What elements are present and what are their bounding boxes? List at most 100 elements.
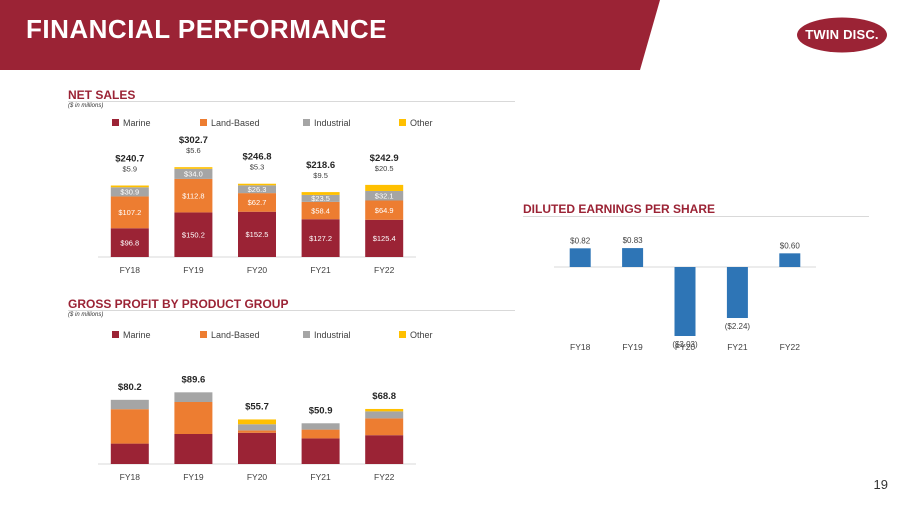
legend-label: Land-Based <box>211 330 260 340</box>
bar-segment-marine-fy19 <box>174 434 213 464</box>
legend-item-marine: Marine <box>112 330 151 340</box>
banner-background <box>0 0 660 70</box>
gross-profit-subtitle: ($ in millions) <box>68 312 104 318</box>
legend-item-other: Other <box>399 330 433 340</box>
bar-segment-land-based-fy22 <box>365 418 404 436</box>
total-label: $242.9 <box>370 153 399 164</box>
data-label: $5.9 <box>122 165 137 174</box>
bar-segment-other-fy20 <box>238 183 276 186</box>
legend-item-other: Other <box>399 118 433 128</box>
total-label: $302.7 <box>179 135 208 146</box>
bar-segment-industrial-fy22 <box>365 411 404 419</box>
legend-label: Marine <box>123 118 151 128</box>
bar-segment-industrial-fy21 <box>301 194 340 202</box>
data-label: $127.2 <box>309 234 332 243</box>
bar-segment-other-fy21 <box>301 192 340 195</box>
total-label: $68.8 <box>372 391 396 402</box>
eps-title: DILUTED EARNINGS PER SHARE <box>523 202 716 216</box>
total-label: $55.7 <box>245 401 269 412</box>
data-label: $0.60 <box>780 241 801 250</box>
bar-segment-industrial-fy19 <box>174 168 213 179</box>
bar-segment-land-based-fy19 <box>174 178 213 213</box>
bar-segment-land-based-fy18 <box>110 196 149 229</box>
data-label: $152.5 <box>246 230 269 239</box>
bar-segment-other-fy20 <box>238 419 276 425</box>
total-label: $50.9 <box>309 405 333 416</box>
x-tick-label: FY21 <box>727 342 748 352</box>
x-tick-label: FY20 <box>247 265 268 275</box>
bar-segment-industrial-fy18 <box>110 399 149 410</box>
bar-segment-industrial-fy22 <box>365 190 404 201</box>
bar-segment-other-fy22 <box>365 408 404 412</box>
total-label: $218.6 <box>306 160 335 171</box>
bar-segment-land-based-fy22 <box>365 200 404 220</box>
legend-swatch <box>112 331 119 338</box>
data-label: $64.9 <box>375 206 394 215</box>
legend-item-industrial: Industrial <box>303 118 351 128</box>
header-banner: FINANCIAL PERFORMANCE TWIN DISC. <box>0 0 900 70</box>
legend-swatch <box>303 119 310 126</box>
legend-item-land-based: Land-Based <box>200 118 260 128</box>
net-sales-subtitle: ($ in millions) <box>68 103 104 109</box>
x-tick-label: FY22 <box>780 342 801 352</box>
data-label: $9.5 <box>313 171 328 180</box>
gross-profit-chart: $80.2 FY18 $89.6 FY19 $55.7 FY20 $50.9 FY21 $68.… <box>98 374 416 482</box>
net-sales-chart: $96.8 $107.2 $30.9 $5.9$240.7 FY18 $150.2 $112… <box>98 135 416 275</box>
eps-bar-fy22 <box>779 253 801 267</box>
bar-segment-industrial-fy18 <box>110 187 149 197</box>
data-label: $62.7 <box>248 198 267 207</box>
bar-segment-land-based-fy21 <box>301 429 340 439</box>
logo-text: TWIN DISC. <box>805 27 879 42</box>
eps-bar-fy20 <box>674 267 696 336</box>
bar-segment-industrial-fy21 <box>301 423 340 430</box>
x-tick-label: FY18 <box>120 265 141 275</box>
x-tick-label: FY21 <box>310 472 331 482</box>
data-label: $125.4 <box>373 234 396 243</box>
legend-item-marine: Marine <box>112 118 151 128</box>
bar-segment-marine-fy20 <box>238 432 276 464</box>
bar-segment-other-fy18 <box>110 185 149 188</box>
eps-bar-fy21 <box>726 267 748 319</box>
legend-item-industrial: Industrial <box>303 330 351 340</box>
x-tick-label: FY19 <box>622 342 643 352</box>
x-tick-label: FY18 <box>570 342 591 352</box>
data-label: $5.6 <box>186 146 201 155</box>
legend-swatch <box>200 331 207 338</box>
bar-segment-marine-fy22 <box>365 219 404 257</box>
total-label: $240.7 <box>115 154 144 165</box>
legend-label: Other <box>410 118 433 128</box>
net-sales-legend: Marine Land-Based Industrial Other <box>112 118 472 130</box>
legend-swatch <box>399 331 406 338</box>
legend-swatch <box>399 119 406 126</box>
data-label: $23.5 <box>311 194 330 203</box>
bar-segment-land-based-fy19 <box>174 402 213 434</box>
x-tick-label: FY20 <box>675 342 696 352</box>
legend-label: Industrial <box>314 118 351 128</box>
data-label: $5.3 <box>250 163 265 172</box>
bar-segment-other-fy19 <box>174 167 213 169</box>
legend-item-land-based: Land-Based <box>200 330 260 340</box>
eps-bar-fy18 <box>569 248 591 267</box>
bar-segment-marine-fy19 <box>174 212 213 257</box>
data-label: $30.9 <box>120 188 139 197</box>
x-tick-label: FY22 <box>374 265 395 275</box>
x-tick-label: FY22 <box>374 472 395 482</box>
data-label: $34.0 <box>184 170 203 179</box>
eps-divider <box>523 216 869 217</box>
bar-segment-land-based-fy18 <box>110 409 149 444</box>
bar-segment-other-fy22 <box>365 184 404 191</box>
bar-segment-marine-fy20 <box>238 211 276 257</box>
bar-segment-marine-fy22 <box>365 435 404 464</box>
bar-segment-land-based-fy21 <box>301 201 340 220</box>
bar-segment-land-based-fy20 <box>238 193 276 212</box>
data-label: ($3.03) <box>672 340 698 349</box>
total-label: $246.8 <box>242 152 271 163</box>
data-label: $0.83 <box>623 236 644 245</box>
net-sales-divider <box>68 101 515 102</box>
total-label: $89.6 <box>182 374 206 385</box>
gross-profit-divider <box>68 310 515 311</box>
bar-segment-marine-fy21 <box>301 219 340 257</box>
data-label: $107.2 <box>118 208 141 217</box>
x-tick-label: FY19 <box>183 265 204 275</box>
data-label: $96.8 <box>120 238 139 247</box>
